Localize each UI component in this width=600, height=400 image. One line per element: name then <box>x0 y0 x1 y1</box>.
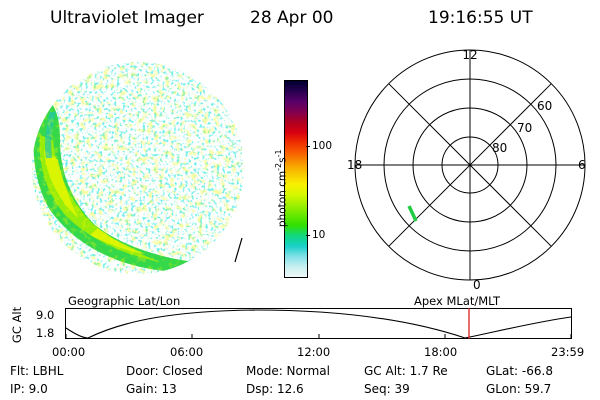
mlat-label-80: 80 <box>492 141 507 155</box>
mlt-label-6: 6 <box>578 158 586 172</box>
colorbar-tick-10: 10 <box>312 229 326 241</box>
aurora-image <box>32 62 244 274</box>
sun-direction-tick <box>234 237 243 263</box>
orbit-altitude-plot <box>65 308 572 339</box>
mlt-label-18: 18 <box>347 158 362 172</box>
mlat-label-70: 70 <box>517 121 532 135</box>
panel-title-apex: Apex MLat/MLT <box>414 294 501 308</box>
colorbar-unit-label: photon cm-2s-1 <box>273 149 289 228</box>
mlat-label-60: 60 <box>537 99 552 113</box>
info-filter: Flt: LBHL <box>10 364 64 378</box>
x-tick-2: 12:00 <box>297 345 331 359</box>
info-mode: Mode: Normal <box>246 364 330 378</box>
spacecraft-footprint-track <box>407 205 418 222</box>
y-axis-label: GC Alt <box>10 306 24 344</box>
app-title: Ultraviolet Imager <box>50 8 204 28</box>
polar-mlt-plot: 12 18 6 0 60 70 80 <box>347 48 586 292</box>
mlt-label-0: 0 <box>473 278 481 292</box>
colorbar <box>284 80 308 278</box>
colorbar-tick-100: 100 <box>312 140 333 152</box>
info-gain: Gain: 13 <box>126 382 177 396</box>
x-tick-3: 18:00 <box>424 345 458 359</box>
mlt-label-12: 12 <box>462 48 477 62</box>
date-label: 28 Apr 00 <box>250 8 334 28</box>
x-tick-4: 23:59 <box>551 345 585 359</box>
info-dsp: Dsp: 12.6 <box>246 382 304 396</box>
x-tick-1: 06:00 <box>170 345 204 359</box>
altitude-curve <box>65 309 572 339</box>
info-gc-alt: GC Alt: 1.7 Re <box>364 364 448 378</box>
info-seq: Seq: 39 <box>364 382 410 396</box>
info-door: Door: Closed <box>126 364 203 378</box>
y-tick-top: 9.0 <box>36 308 55 322</box>
x-tick-0: 00:00 <box>52 345 86 359</box>
info-glon: GLon: 59.7 <box>486 382 552 396</box>
info-ip: IP: 9.0 <box>10 382 48 396</box>
info-glat: GLat: -66.8 <box>486 364 553 378</box>
y-tick-bottom: 1.8 <box>36 326 55 340</box>
time-label: 19:16:55 UT <box>428 8 533 28</box>
panel-title-geographic: Geographic Lat/Lon <box>68 294 181 308</box>
